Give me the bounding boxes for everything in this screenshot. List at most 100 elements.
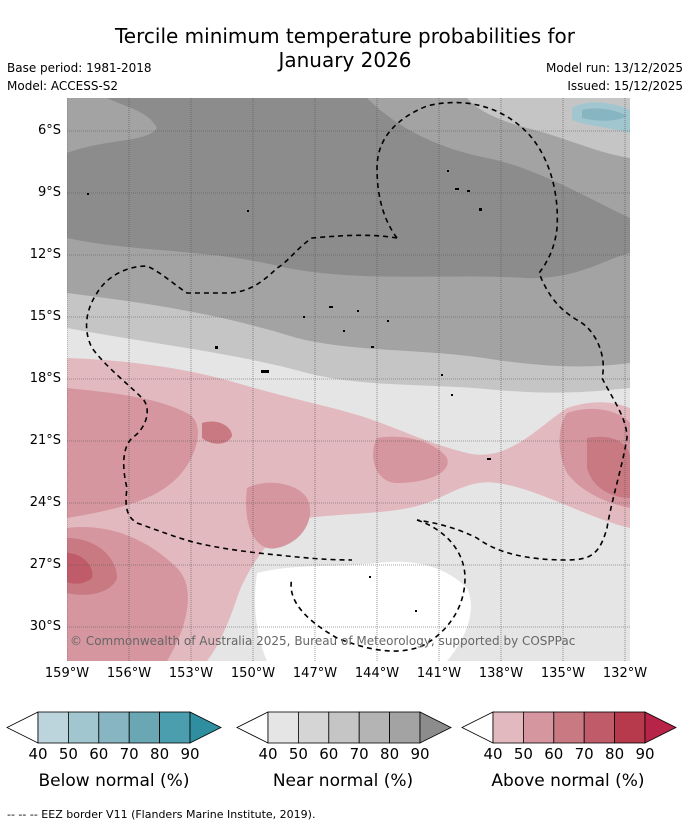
below-legend-over-triangle xyxy=(189,711,222,744)
legend-bars xyxy=(0,705,690,745)
island xyxy=(343,330,345,332)
lat-label-18s: 18°S xyxy=(29,371,61,386)
model-run: Model run: 13/12/2025 xyxy=(545,61,683,75)
island xyxy=(87,193,89,195)
near-legend-swatch xyxy=(328,711,360,744)
islands xyxy=(87,170,491,612)
issued-date: Issued: 15/12/2025 xyxy=(567,79,683,93)
below-normal-60-northeast xyxy=(582,108,627,121)
lat-label-15s: 15°S xyxy=(29,309,61,324)
lat-label-12s: 12°S xyxy=(29,247,61,262)
map-title: Tercile minimum temperature probabilitie… xyxy=(0,24,690,72)
lon-label-141w: 141°W xyxy=(416,666,462,681)
island xyxy=(261,370,269,373)
above-tick-60: 60 xyxy=(544,745,564,763)
below-tick-60: 60 xyxy=(89,745,109,763)
island xyxy=(467,190,470,192)
island xyxy=(329,306,333,308)
island xyxy=(415,610,417,612)
below-tick-90: 90 xyxy=(180,745,200,763)
island xyxy=(451,394,453,396)
above-tick-50: 50 xyxy=(513,745,533,763)
above-tick-90: 90 xyxy=(635,745,655,763)
legend-title-above: Above normal (%) xyxy=(491,771,645,791)
below-tick-80: 80 xyxy=(150,745,170,763)
island xyxy=(447,170,449,172)
lon-label-159w: 159°W xyxy=(44,666,90,681)
above-normal-60-patch xyxy=(202,421,232,444)
near-tick-40: 40 xyxy=(258,745,278,763)
island xyxy=(371,346,374,348)
above-normal-50-center xyxy=(246,482,311,549)
meta-left: Base period: 1981-2018 Model: ACCESS-S2 xyxy=(7,59,152,95)
lat-label-6s: 6°S xyxy=(37,123,61,138)
island xyxy=(369,576,371,578)
lon-label-144w: 144°W xyxy=(354,666,400,681)
near-legend-under-triangle xyxy=(236,711,269,744)
eez-borders xyxy=(85,101,628,652)
near-normal-80-northwest xyxy=(67,98,157,153)
above-legend-swatch xyxy=(553,711,585,744)
island xyxy=(215,346,218,349)
below-legend-under-triangle xyxy=(6,711,39,744)
lat-label-21s: 21°S xyxy=(29,433,61,448)
below-legend-swatch xyxy=(37,711,69,744)
no-signal-region xyxy=(255,561,471,661)
lon-label-156w: 156°W xyxy=(106,666,152,681)
lon-label-153w: 153°W xyxy=(168,666,214,681)
above-normal-60-east xyxy=(587,436,630,498)
island xyxy=(387,320,389,322)
island xyxy=(479,208,482,211)
lat-label-24s: 24°S xyxy=(29,495,61,510)
model-name: Model: ACCESS-S2 xyxy=(7,79,119,93)
near-legend-swatch xyxy=(297,711,330,744)
near-legend-swatch xyxy=(389,711,421,744)
below-legend-swatch xyxy=(68,711,100,744)
above-legend-swatch xyxy=(614,711,646,744)
below-legend-swatch xyxy=(159,711,191,744)
probability-map xyxy=(67,98,630,661)
title-line-2: January 2026 xyxy=(278,48,412,72)
near-tick-90: 90 xyxy=(410,745,430,763)
lat-label-27s: 27°S xyxy=(29,557,61,572)
below-tick-70: 70 xyxy=(119,745,139,763)
below-legend-swatch xyxy=(98,711,130,744)
legend-title-near: Near normal (%) xyxy=(272,771,414,791)
above-normal-50-west xyxy=(67,388,198,518)
lon-label-135w: 135°W xyxy=(540,666,586,681)
below-tick-50: 50 xyxy=(58,745,78,763)
above-legend-under-triangle xyxy=(461,711,494,744)
lon-label-132w: 132°W xyxy=(602,666,648,681)
copyright-text: © Commonwealth of Australia 2025, Bureau… xyxy=(70,634,576,648)
below-legend-swatch xyxy=(128,711,160,744)
above-legend-swatch xyxy=(523,711,555,744)
near-legend-swatch xyxy=(358,711,391,744)
above-tick-40: 40 xyxy=(483,745,503,763)
eez-border-cook-islands xyxy=(85,234,398,561)
legend-group xyxy=(6,711,677,744)
island xyxy=(303,316,305,318)
lat-label-30s: 30°S xyxy=(29,619,61,634)
above-tick-70: 70 xyxy=(574,745,594,763)
island xyxy=(357,310,359,312)
island xyxy=(455,188,459,190)
legend-colorbars xyxy=(6,711,677,744)
island xyxy=(487,458,491,460)
legend-title-below: Below normal (%) xyxy=(38,771,190,791)
above-normal-50-central-east xyxy=(373,436,448,483)
eez-border-pitcairn xyxy=(290,519,466,652)
island xyxy=(441,374,443,376)
lat-label-9s: 9°S xyxy=(37,185,61,200)
lon-label-138w: 138°W xyxy=(478,666,524,681)
above-normal-70-patch xyxy=(67,553,93,584)
near-tick-50: 50 xyxy=(288,745,308,763)
title-line-1: Tercile minimum temperature probabilitie… xyxy=(114,24,576,48)
above-tick-80: 80 xyxy=(605,745,625,763)
above-legend-swatch xyxy=(583,711,616,744)
near-tick-80: 80 xyxy=(380,745,400,763)
meta-right: Model run: 13/12/2025 Issued: 15/12/2025 xyxy=(546,59,683,95)
above-legend-over-triangle xyxy=(644,711,677,744)
lon-label-147w: 147°W xyxy=(292,666,338,681)
near-legend-swatch xyxy=(267,711,299,744)
above-legend-swatch xyxy=(492,711,524,744)
